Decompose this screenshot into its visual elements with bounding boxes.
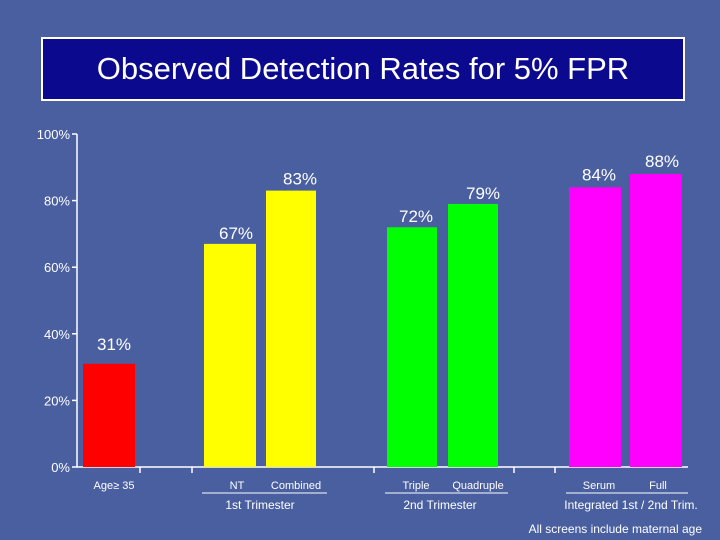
bar-value-label: 31% bbox=[97, 335, 131, 354]
y-tick-label: 0% bbox=[51, 460, 70, 475]
bar-value-label: 83% bbox=[283, 170, 317, 189]
y-tick-label: 80% bbox=[44, 194, 70, 209]
bar bbox=[630, 173, 682, 467]
bar bbox=[266, 190, 316, 468]
category-label: Age≥ 35 bbox=[94, 480, 135, 492]
category-label: Triple bbox=[402, 480, 429, 492]
group-label: 1st Trimester bbox=[225, 498, 294, 512]
group-label: Integrated 1st / 2nd Trim. bbox=[564, 498, 697, 512]
category-label: Serum bbox=[583, 480, 615, 492]
bar-value-label: 88% bbox=[645, 152, 679, 171]
y-tick-label: 100% bbox=[37, 127, 71, 142]
chart-title-box: Observed Detection Rates for 5% FPR bbox=[41, 37, 685, 101]
y-tick-label: 40% bbox=[44, 327, 70, 342]
bar-value-label: 84% bbox=[582, 165, 616, 184]
bar bbox=[387, 227, 437, 467]
category-label: NT bbox=[230, 480, 245, 492]
category-label: Full bbox=[649, 480, 667, 492]
group-label: 2nd Trimester bbox=[403, 498, 476, 512]
bar bbox=[83, 363, 135, 467]
chart-title: Observed Detection Rates for 5% FPR bbox=[96, 51, 630, 86]
category-label: Quadruple bbox=[452, 480, 503, 492]
footnote: All screens include maternal age bbox=[529, 522, 703, 536]
category-label: Combined bbox=[271, 480, 321, 492]
y-tick-label: 60% bbox=[44, 260, 70, 275]
bar bbox=[569, 187, 621, 467]
bar-value-label: 79% bbox=[466, 184, 500, 203]
bar-value-label: 67% bbox=[219, 224, 253, 243]
bar bbox=[448, 203, 498, 467]
bar bbox=[204, 243, 256, 467]
bar-value-label: 72% bbox=[399, 207, 433, 226]
y-tick-label: 20% bbox=[44, 393, 70, 408]
